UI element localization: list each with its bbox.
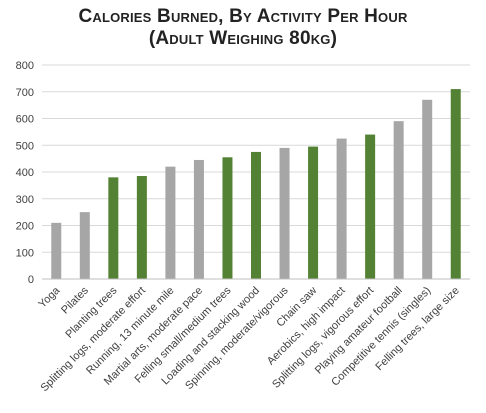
- bar: [165, 166, 176, 279]
- y-tick-label: 100: [16, 247, 34, 259]
- bar: [308, 146, 319, 279]
- bar: [251, 151, 261, 279]
- bar: [79, 212, 90, 279]
- bar: [51, 222, 62, 279]
- y-tick-label: 0: [28, 274, 34, 286]
- bar: [450, 89, 461, 279]
- y-tick-label: 400: [16, 167, 34, 179]
- bar: [279, 147, 290, 279]
- bar: [222, 157, 233, 279]
- bar: [108, 177, 119, 279]
- bar: [193, 159, 204, 279]
- y-tick-label: 700: [16, 87, 34, 99]
- y-tick-label: 500: [16, 140, 34, 152]
- bar: [393, 121, 404, 279]
- chart-title: Calories Burned, By Activity Per Hour: [78, 6, 408, 27]
- bar: [336, 138, 347, 279]
- y-tick-label: 300: [16, 194, 34, 206]
- x-tick-label: Yoga: [36, 284, 63, 311]
- y-tick-label: 800: [16, 60, 34, 72]
- y-tick-label: 200: [16, 221, 34, 233]
- bar: [365, 134, 376, 279]
- bar: [136, 176, 147, 279]
- bar: [422, 99, 433, 280]
- y-tick-label: 600: [16, 114, 34, 126]
- chart-subtitle: (Adult Weighing 80kg): [148, 28, 338, 49]
